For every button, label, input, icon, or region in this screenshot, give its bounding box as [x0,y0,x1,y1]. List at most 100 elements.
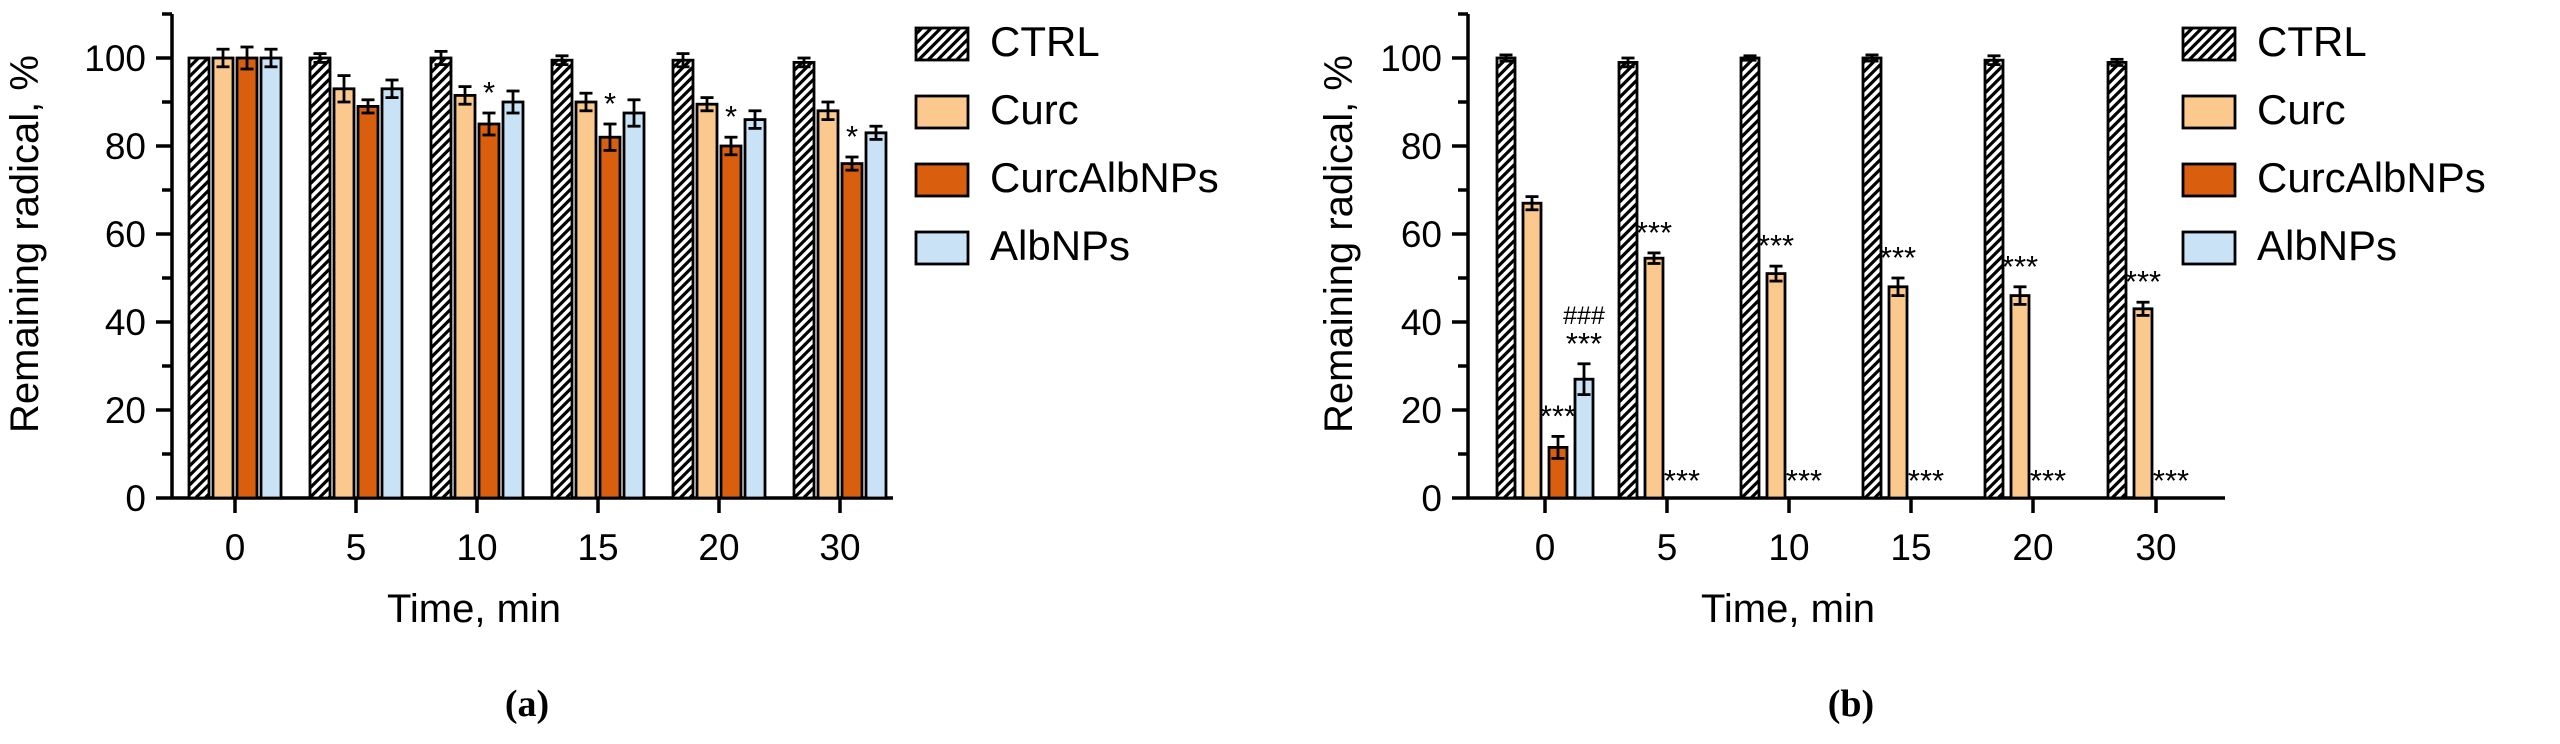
legend-label-CTRL: CTRL [990,18,1100,65]
bar-CTRL-5 [1617,61,1639,500]
legend-label-AlbNPs: AlbNPs [2257,222,2397,269]
legend-swatch-Curc [914,94,970,130]
series-CTRL [187,50,816,500]
x-axis-title: Time, min [1701,587,1875,631]
sig-marker-CurcAlbNPs-30: * [846,119,858,154]
bar-Curc-30 [2132,307,2154,500]
error-bar-Curc-20 [2013,285,2027,306]
error-bar-Curc-5 [1647,251,1661,265]
bar-Curc-15 [574,100,598,500]
sig-marker-AlbNPs-0: *** [1566,326,1602,361]
bar-CTRL-15 [1861,56,1883,500]
bar-AlbNPs-5 [380,87,404,500]
y-tick-label: 0 [125,478,146,519]
error-bar-CurcAlbNPs-0 [1551,434,1565,460]
bar-Curc-20 [695,102,719,500]
legend-swatch-AlbNPs [2181,230,2237,266]
y-tick-label: 0 [1421,478,1442,519]
x-tick-label: 0 [225,527,246,568]
sig-marker-Curc-10: *** [1758,228,1794,263]
error-bar-Curc-10 [1769,264,1783,283]
sig-marker-CurcAlbNPs-10: * [483,75,495,110]
bar-CTRL-30 [2106,61,2128,500]
x-tick-label: 15 [577,527,618,568]
series-Curc [211,47,840,500]
error-bar-Curc-15 [1891,276,1905,298]
error-bar-AlbNPs-0 [264,47,278,69]
x-tick-label: 10 [1768,527,1809,568]
error-bar-CurcAlbNPs-30 [845,155,859,172]
sig-marker-AlbNPs-0: ### [1563,302,1605,330]
bar-Curc-30 [816,109,840,500]
error-bar-CTRL-10 [1743,54,1757,62]
bar-CurcAlbNPs-0 [235,56,259,500]
legend-label-CTRL: CTRL [2257,18,2367,65]
bar-CTRL-0 [187,56,211,500]
error-bar-CTRL-20 [676,52,690,69]
x-tick-label: 20 [2012,527,2053,568]
legend-swatch-AlbNPs [914,230,970,266]
error-bar-CTRL-5 [313,52,327,64]
bar-Curc-0 [211,56,235,500]
error-bar-AlbNPs-30 [869,124,883,141]
bar-CTRL-10 [429,56,453,500]
error-bar-Curc-10 [458,85,472,106]
error-bar-AlbNPs-5 [385,78,399,99]
bar-CTRL-10 [1739,56,1761,500]
bar-Curc-10 [453,94,477,500]
x-tick-label: 0 [1535,527,1556,568]
error-bar-Curc-30 [2136,300,2150,317]
bar-AlbNPs-20 [743,118,767,500]
error-bar-Curc-0 [216,47,230,69]
bar-AlbNPs-0 [259,56,283,500]
legend-swatch-CurcAlbNPs [914,162,970,198]
error-bar-CTRL-15 [555,54,569,66]
sig-marker-zero-20: *** [2030,463,2066,498]
bar-AlbNPs-10 [501,100,525,500]
panel-b-chart: Remaining radical, % 0 20 40 60 80 100 0 5 10 15 20… [1317,12,2486,631]
legend-label-CurcAlbNPs: CurcAlbNPs [990,154,1219,201]
error-bar-CTRL-30 [797,56,811,69]
sig-marker-CurcAlbNPs-20: * [725,99,737,134]
legend-swatch-CurcAlbNPs [2181,162,2237,198]
y-tick-label: 60 [105,214,146,255]
panel-a-label: (a) [504,683,550,725]
legend-swatch-Curc [2181,94,2237,130]
x-tick-label: 20 [698,527,739,568]
y-tick-label: 100 [84,38,146,79]
y-axis-title: Remaining radical, % [1317,55,1361,433]
bar-Curc-10 [1765,272,1787,500]
series-AlbNPs [1573,362,1595,500]
bar-Curc-20 [2009,294,2031,500]
error-bar-CurcAlbNPs-15 [603,122,617,152]
bar-Curc-15 [1887,285,1909,500]
error-bar-CTRL-20 [1987,54,2001,66]
legend-label-Curc: Curc [2257,86,2346,133]
axes [156,12,893,513]
bar-CurcAlbNPs-5 [356,105,380,500]
error-bar-Curc-0 [1525,195,1539,212]
sig-marker-CurcAlbNPs-0: *** [1540,398,1576,433]
error-bar-AlbNPs-20 [748,109,762,130]
bar-CurcAlbNPs-15 [598,135,622,500]
x-tick-label: 15 [1890,527,1931,568]
error-bar-AlbNPs-15 [627,98,641,128]
panel-b-label: (b) [1827,683,1875,725]
y-tick-label: 20 [105,390,146,431]
sig-marker-zero-10: *** [1786,463,1822,498]
legend: CTRL Curc CurcAlbNPs AlbNPs [914,18,1219,269]
bar-CTRL-15 [550,58,574,500]
error-bar-CTRL-0 [1499,53,1513,63]
bar-AlbNPs-0 [1573,377,1595,500]
bar-AlbNPs-30 [864,131,888,500]
series-Curc [1521,195,2154,500]
error-bar-CTRL-15 [1865,53,1879,63]
legend-swatch-CTRL [2181,26,2237,62]
y-tick-label: 80 [1401,126,1442,167]
error-bar-CurcAlbNPs-0 [240,45,254,71]
error-bar-Curc-15 [579,91,593,113]
y-tick-label: 40 [105,302,146,343]
sig-marker-CurcAlbNPs-15: * [604,86,616,121]
y-tick-label: 100 [1380,38,1442,79]
x-tick-label: 10 [456,527,497,568]
